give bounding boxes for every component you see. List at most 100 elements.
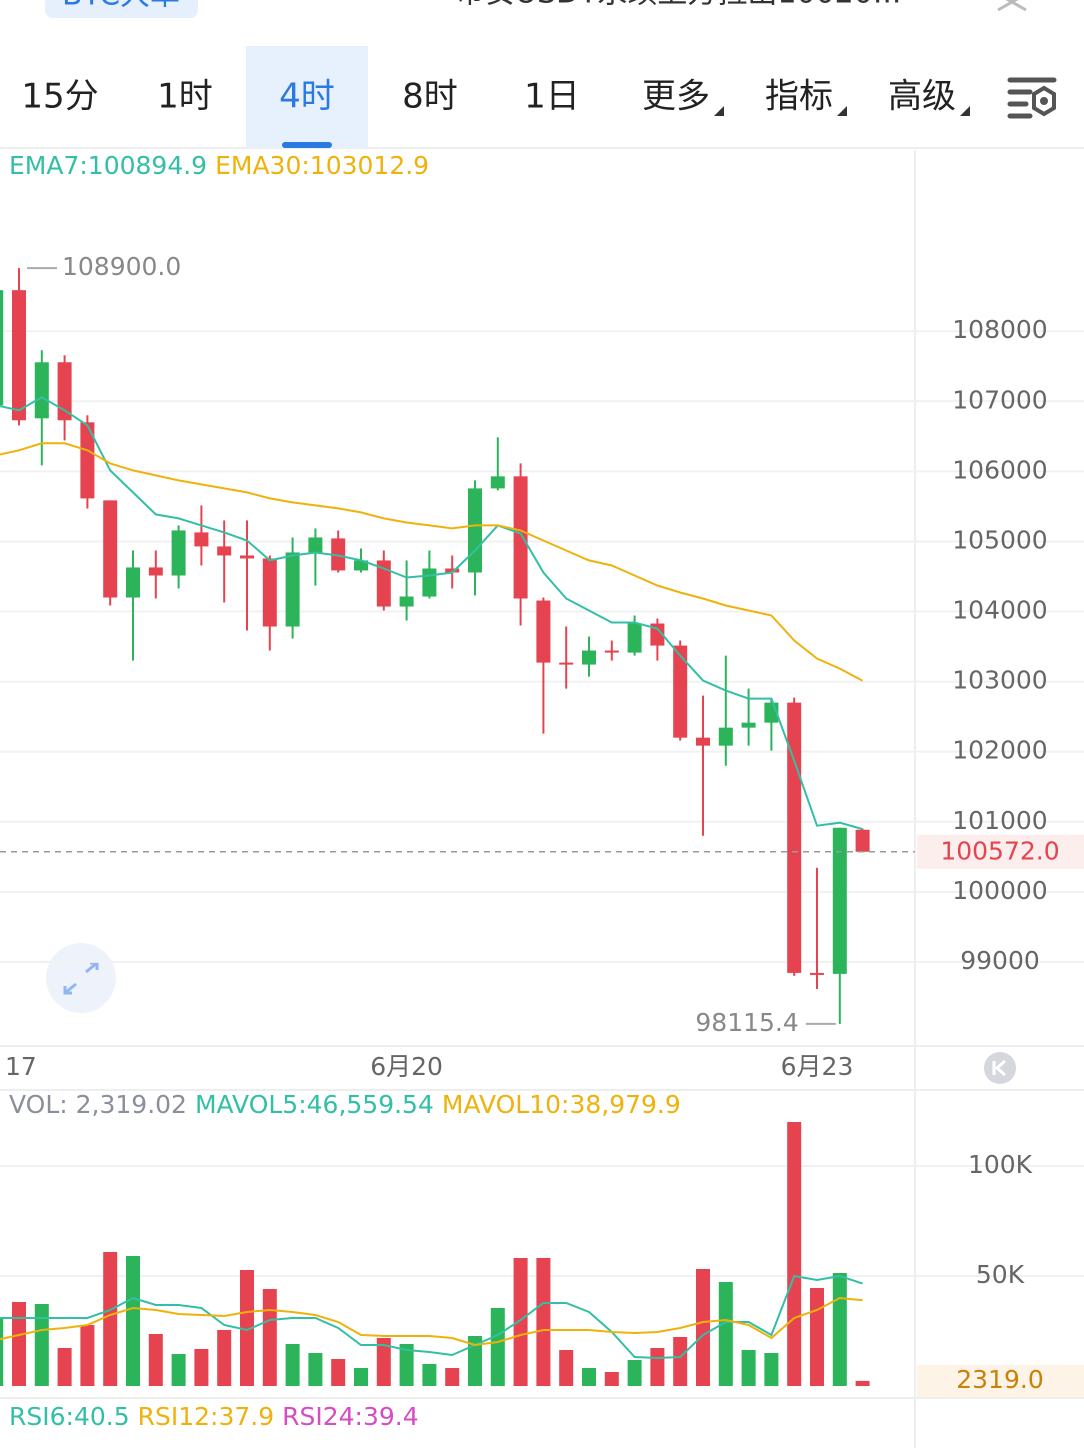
- volume-bar: [126, 1255, 140, 1386]
- volume-bar: [376, 1338, 391, 1386]
- tab[interactable]: 8时: [402, 77, 458, 117]
- last-price-box: [917, 834, 1084, 869]
- volume-bar: [194, 1349, 209, 1386]
- tab[interactable]: 高级: [888, 77, 956, 117]
- dropdown-arrow[interactable]: [960, 106, 970, 116]
- y-tick-label: 102000: [952, 736, 1047, 765]
- candle-body: [262, 558, 277, 627]
- volume-bar: [354, 1367, 368, 1386]
- tab[interactable]: 指标: [765, 77, 833, 117]
- x-tick-label: 6月20: [370, 1052, 443, 1081]
- volume-bar: [650, 1347, 665, 1386]
- active-tab-underline: [282, 142, 332, 148]
- y-tick-label: 101000: [952, 806, 1047, 835]
- candle-body: [627, 623, 642, 653]
- volume-bar: [285, 1343, 300, 1386]
- candle-body: [490, 476, 505, 489]
- volume-bar: [262, 1288, 277, 1386]
- annotation-label: 108900.0: [62, 252, 181, 281]
- candle-body: [171, 530, 186, 576]
- volume-bar: [217, 1329, 232, 1386]
- candle-body: [855, 829, 870, 852]
- volume-bar: [604, 1371, 619, 1386]
- x-tick-label: 17: [5, 1052, 37, 1081]
- candle-body: [650, 623, 665, 646]
- volume-bar: [399, 1343, 414, 1386]
- tab[interactable]: 更多: [642, 77, 710, 117]
- legend-entry: RSI24:39.4: [282, 1402, 419, 1431]
- tab[interactable]: 4时: [279, 77, 335, 117]
- headline[interactable]: 币安USDT永续上方拉出10020...: [455, 0, 901, 11]
- volume-bar: [787, 1121, 802, 1386]
- y-tick-label: 100K: [968, 1150, 1033, 1179]
- indicator-line: [0, 442, 864, 682]
- candle-body: [513, 476, 528, 599]
- dropdown-arrow[interactable]: [837, 106, 847, 116]
- candle-body: [399, 596, 414, 607]
- legend-entry: EMA30:103012.9: [215, 151, 429, 180]
- candle-body: [308, 537, 323, 553]
- candle-body: [126, 567, 140, 598]
- candle-body: [12, 290, 26, 421]
- volume-bar: [741, 1349, 756, 1386]
- volume-bar: [627, 1360, 642, 1386]
- y-tick-label: 105000: [952, 525, 1047, 554]
- volume-bar: [445, 1367, 460, 1386]
- volume-bar: [673, 1336, 688, 1386]
- candle-body: [57, 362, 72, 421]
- volume-bar: [582, 1367, 596, 1386]
- x-tick-label: 6月23: [781, 1052, 854, 1081]
- candle-body: [354, 560, 368, 571]
- legend-entry: RSI6:40.5: [9, 1402, 130, 1431]
- tab[interactable]: 15分: [21, 77, 98, 117]
- last-volume-label: 2319.0: [956, 1365, 1043, 1394]
- candle-body: [285, 552, 300, 627]
- rewind-button[interactable]: [984, 1052, 1016, 1084]
- volume-bar: [855, 1380, 870, 1386]
- volume-bar: [331, 1358, 346, 1386]
- candle-body: [331, 538, 346, 571]
- y-tick-label: 50K: [976, 1260, 1025, 1289]
- volume-bar: [490, 1307, 505, 1386]
- y-tick-label: 103000: [952, 666, 1047, 695]
- candle-body: [832, 827, 847, 974]
- candle-body: [787, 702, 802, 973]
- legend-entry: MAVOL5:46,559.54: [195, 1090, 434, 1119]
- volume-bar: [764, 1352, 779, 1386]
- volume-bar: [718, 1281, 733, 1386]
- volume-bar: [57, 1347, 72, 1386]
- candle-body: [34, 362, 49, 419]
- candle-body: [536, 600, 551, 663]
- tag-text[interactable]: BTC大单: [62, 0, 180, 13]
- indicator-line: [0, 1274, 863, 1360]
- volume-bar: [468, 1336, 482, 1386]
- annotation-label: 98115.4: [695, 1008, 798, 1037]
- legend-entry: EMA7:100894.9: [9, 151, 207, 180]
- tab[interactable]: 1时: [157, 77, 213, 117]
- candle-body: [103, 500, 118, 598]
- volume-bar: [12, 1301, 26, 1386]
- candle-body: [80, 422, 95, 499]
- last-volume-box: [917, 1364, 1084, 1397]
- candle-body: [240, 555, 254, 559]
- tag-pill[interactable]: [45, 0, 198, 18]
- volume-bar: [422, 1363, 437, 1386]
- candle-body: [604, 650, 619, 653]
- settings-icon[interactable]: [1007, 77, 1057, 119]
- legend-entry: MAVOL10:38,979.9: [442, 1090, 681, 1119]
- tab[interactable]: 1日: [524, 77, 580, 117]
- volume-bar: [0, 1316, 4, 1386]
- y-tick-label: 107000: [952, 385, 1047, 414]
- active-tab-bg: [246, 46, 368, 148]
- volume-bar: [810, 1288, 824, 1386]
- volume-bar: [148, 1334, 163, 1386]
- dropdown-arrow[interactable]: [714, 106, 724, 116]
- candle-body: [0, 290, 4, 406]
- close-icon[interactable]: [997, 0, 1027, 12]
- expand-button[interactable]: [46, 943, 116, 1013]
- candle-body: [468, 488, 482, 573]
- y-tick-label: 100000: [952, 876, 1047, 905]
- candle-body: [741, 722, 756, 728]
- candle-body: [696, 737, 710, 746]
